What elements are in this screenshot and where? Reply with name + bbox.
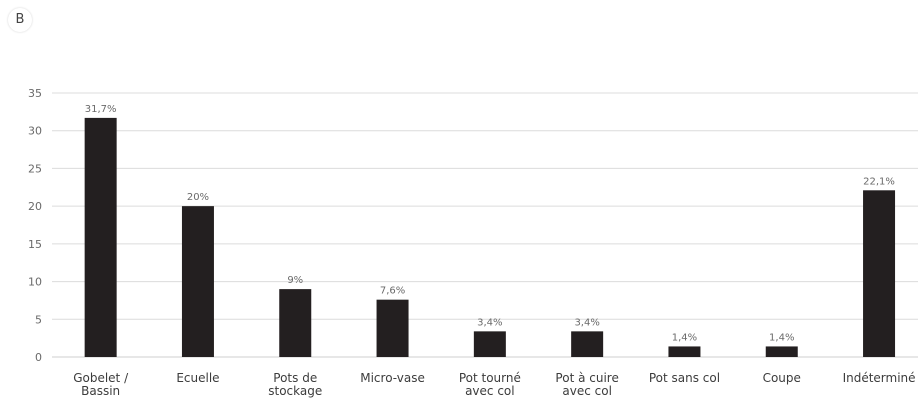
y-tick-label: 5: [35, 313, 42, 326]
x-tick-label: Bassin: [81, 384, 120, 398]
x-tick-label: Pot sans col: [649, 371, 720, 385]
data-label: 9%: [287, 275, 303, 286]
data-label: 1,4%: [769, 332, 794, 343]
x-tick-label: Pots de: [273, 371, 317, 385]
x-tick-label: avec col: [562, 384, 612, 398]
bar: [84, 117, 117, 358]
x-tick-label: Gobelet /: [73, 371, 129, 385]
bar: [279, 289, 312, 357]
bar: [765, 346, 798, 357]
y-tick-label: 20: [28, 200, 42, 213]
data-label: 1,4%: [672, 332, 697, 343]
x-tick-label: stockage: [268, 384, 322, 398]
data-label: 7,6%: [380, 286, 405, 297]
y-tick-label: 15: [28, 238, 42, 251]
y-tick-label: 25: [28, 162, 42, 175]
x-tick-label: Indéterminé: [843, 371, 916, 385]
bar: [571, 331, 604, 357]
data-label: 22,1%: [863, 176, 895, 187]
y-tick-label: 0: [35, 351, 42, 364]
data-label: 20%: [187, 192, 209, 203]
x-tick-label: Micro-vase: [360, 371, 425, 385]
data-label: 31,7%: [85, 104, 117, 115]
bar: [181, 206, 214, 357]
bar: [473, 331, 506, 357]
data-label: 3,4%: [574, 317, 599, 328]
x-tick-label: Ecuelle: [176, 371, 219, 385]
bar: [376, 299, 409, 357]
data-label: 3,4%: [477, 317, 502, 328]
y-tick-label: 10: [28, 276, 42, 289]
x-tick-label: Coupe: [763, 371, 801, 385]
bar: [668, 346, 701, 357]
x-tick-label: Pot tourné: [459, 371, 521, 385]
panel-letter-badge: B: [8, 8, 32, 32]
y-tick-label: 30: [28, 125, 42, 138]
y-tick-label: 35: [28, 87, 42, 100]
x-tick-label: Pot à cuire: [555, 371, 618, 385]
bar: [863, 190, 896, 357]
x-tick-label: avec col: [465, 384, 515, 398]
